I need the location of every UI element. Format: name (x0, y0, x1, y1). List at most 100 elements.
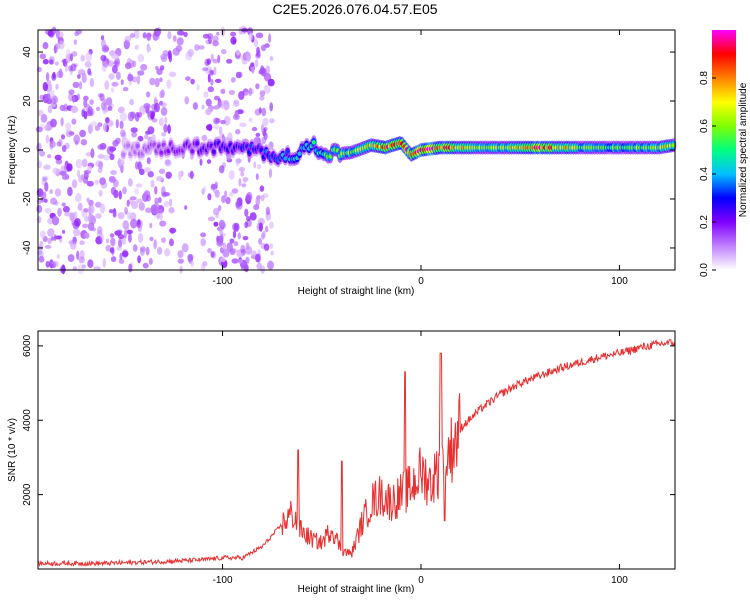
noise-blob (70, 106, 79, 114)
noise-blob (204, 58, 210, 67)
noise-blob (222, 248, 230, 258)
noise-blob (235, 158, 242, 164)
noise-blob (238, 91, 245, 100)
noise-blob (262, 117, 269, 127)
noise-blob (50, 118, 57, 128)
noise-blob (124, 62, 132, 70)
noise-blob (238, 166, 246, 172)
noise-blob (80, 139, 88, 146)
noise-blob (216, 31, 220, 36)
noise-blob (148, 257, 153, 265)
noise-blob (220, 257, 226, 263)
noise-blob (232, 39, 237, 44)
ridge-core (285, 149, 290, 155)
noise-blob (214, 189, 220, 198)
noise-blob (237, 232, 241, 240)
noise-blob (150, 111, 156, 119)
noise-blob (168, 207, 175, 214)
noise-blob (205, 108, 212, 116)
noise-blob (201, 188, 205, 195)
noise-blob (87, 106, 93, 115)
noise-blob (137, 255, 142, 264)
noise-blob (37, 109, 44, 117)
noise-blob (212, 40, 219, 47)
noise-blob (51, 73, 57, 81)
noise-blob (106, 97, 113, 106)
noise-blob (212, 58, 218, 64)
noise-blob (207, 193, 212, 201)
noise-blob (87, 259, 94, 269)
noise-blob (137, 233, 144, 243)
noise-blob (175, 45, 183, 52)
noise-blob (81, 264, 87, 269)
noise-blob (164, 159, 172, 168)
noise-blob (111, 246, 115, 256)
noise-blob (85, 152, 92, 157)
noise-blob (235, 128, 241, 135)
noise-blob (164, 248, 171, 257)
noise-blob (100, 54, 107, 62)
noise-blob (130, 127, 138, 133)
noise-blob (49, 142, 53, 150)
noise-blob (40, 230, 46, 239)
noise-blob (126, 229, 133, 235)
noise-blob (52, 167, 59, 175)
noise-blob (269, 118, 275, 124)
noise-blob (218, 165, 225, 174)
noise-blob (254, 58, 259, 68)
noise-blob (101, 44, 109, 53)
noise-blob (235, 200, 241, 208)
noise-blob (256, 262, 263, 270)
noise-blob (99, 142, 107, 150)
noise-blob (146, 32, 152, 38)
noise-blob (47, 154, 52, 159)
noise-blob (58, 40, 65, 50)
noise-blob (119, 252, 123, 260)
noise-blob (73, 228, 81, 237)
noise-blob (97, 154, 105, 159)
noise-blob (36, 142, 42, 151)
noise-blob (226, 242, 233, 252)
noise-blob (214, 78, 222, 83)
noise-blob (44, 244, 52, 249)
noise-blob (190, 78, 195, 85)
noise-blob (164, 116, 168, 124)
noise-blob (159, 77, 163, 82)
noise-blob (122, 221, 129, 228)
noise-blob (257, 249, 261, 255)
noise-blob (132, 60, 137, 68)
noise-blob (90, 148, 95, 159)
noise-blob (196, 83, 200, 91)
y-tick-label: 40 (22, 46, 33, 58)
noise-blob (138, 168, 145, 176)
noise-blob (95, 213, 102, 219)
noise-blob (43, 198, 48, 203)
spectrogram-x-label: Height of straight line (km) (298, 286, 415, 297)
noise-blob (128, 263, 133, 273)
noise-blob (56, 70, 64, 79)
noise-blob (51, 216, 60, 226)
noise-blob (146, 194, 151, 202)
noise-blob (73, 39, 78, 45)
noise-blob (127, 111, 134, 122)
colorbar-tick-label: 0.4 (699, 167, 710, 181)
noise-blob (89, 99, 94, 105)
noise-blob (154, 77, 160, 88)
noise-blob (260, 194, 265, 202)
noise-blob (127, 178, 133, 187)
noise-blob (240, 171, 245, 177)
noise-blob (149, 222, 153, 229)
noise-blob (68, 131, 75, 136)
noise-blob (177, 30, 185, 36)
noise-blob (261, 67, 267, 77)
noise-blob (206, 124, 213, 131)
noise-blob (265, 225, 269, 233)
noise-blob (269, 221, 274, 229)
noise-blob (49, 189, 53, 194)
noise-blob (109, 153, 115, 161)
noise-blob (248, 117, 253, 123)
noise-blob (213, 221, 219, 227)
noise-blob (258, 107, 262, 114)
ridge-core (311, 140, 316, 145)
noise-blob (267, 260, 274, 270)
